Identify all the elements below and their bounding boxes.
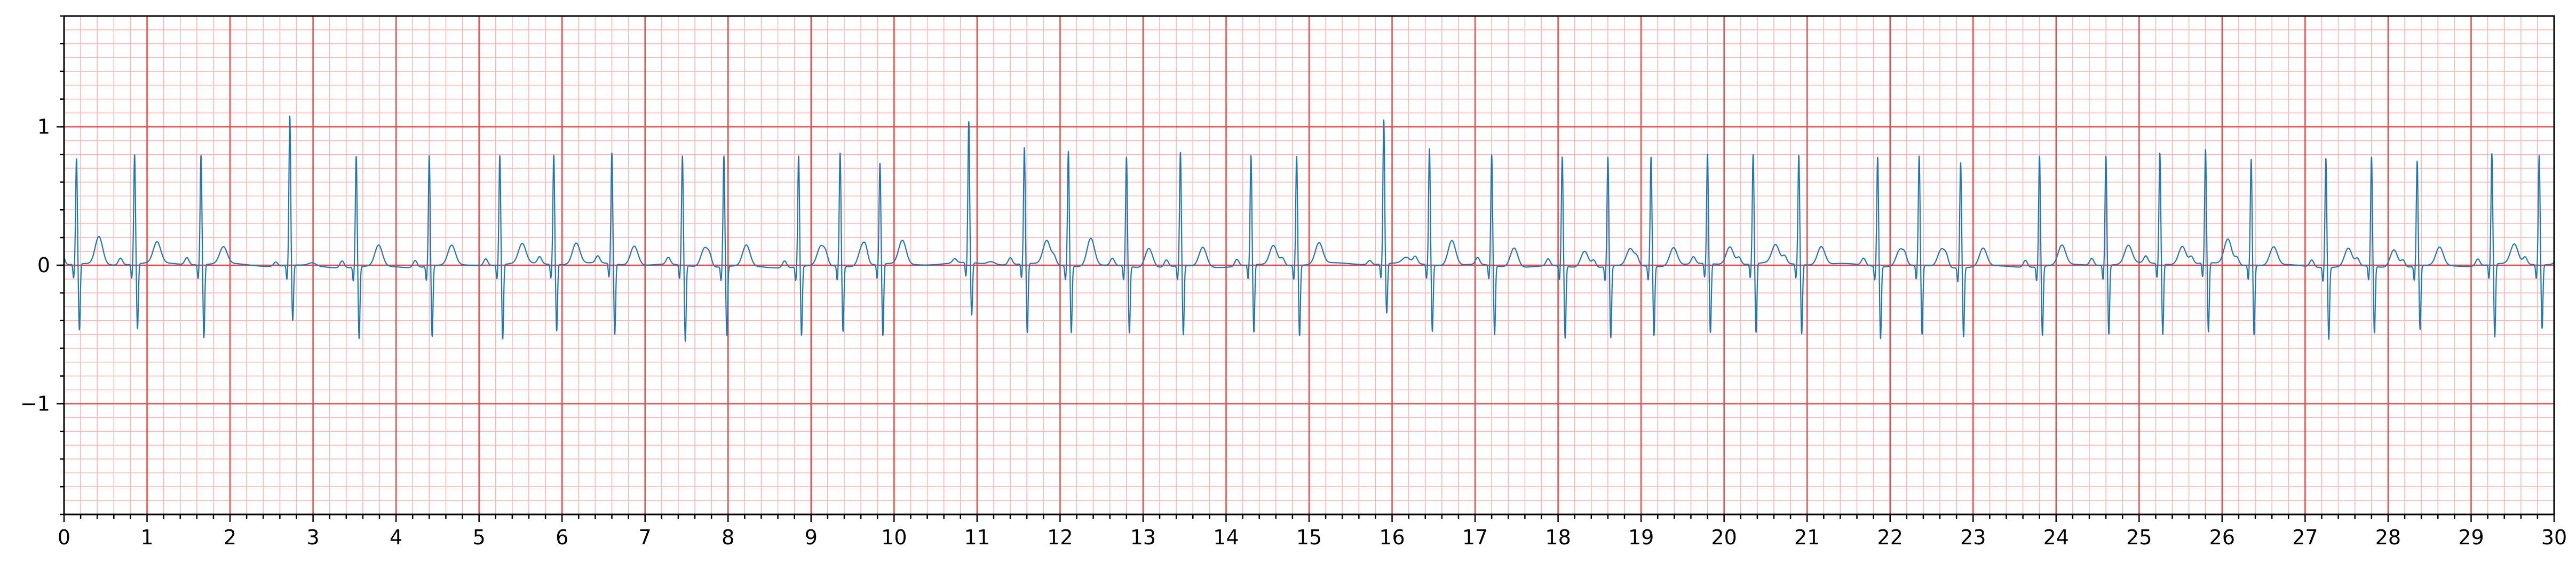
y-tick-label: 1 <box>37 115 50 139</box>
x-tick-label: 11 <box>964 526 990 549</box>
x-tick-label: 24 <box>2043 526 2069 549</box>
x-tick-label: 30 <box>2541 526 2567 549</box>
y-axis: 1 0 −1 <box>20 15 64 516</box>
x-tick-label: 17 <box>1462 526 1488 549</box>
x-tick-label: 18 <box>1545 526 1571 549</box>
x-tick-label: 6 <box>556 526 568 549</box>
x-tick-label: 1 <box>140 526 153 549</box>
x-tick-label: 23 <box>1960 526 1986 549</box>
x-tick-label: 3 <box>307 526 320 549</box>
ecg-trace <box>63 115 2555 342</box>
x-tick-label: 4 <box>390 526 402 549</box>
x-axis: 0 1 2 3 4 5 6 7 8 9 10 11 12 13 14 15 16 17 18 19 20 21 22 23 24… <box>58 514 2567 549</box>
x-tick-label: 28 <box>2375 526 2401 549</box>
x-tick-label: 22 <box>1877 526 1903 549</box>
x-tick-label: 9 <box>805 526 818 549</box>
x-tick-label: 26 <box>2209 526 2235 549</box>
x-tick-label: 21 <box>1794 526 1820 549</box>
x-tick-label: 27 <box>2292 526 2318 549</box>
x-tick-label: 25 <box>2126 526 2152 549</box>
x-tick-label: 10 <box>881 526 907 549</box>
y-tick-label: −1 <box>20 392 50 415</box>
y-tick-label: 0 <box>37 253 50 277</box>
x-tick-label: 14 <box>1213 526 1239 549</box>
x-tick-label: 15 <box>1296 526 1322 549</box>
x-tick-label: 7 <box>639 526 652 549</box>
x-tick-label: 0 <box>58 526 70 549</box>
x-tick-label: 29 <box>2458 526 2484 549</box>
x-tick-label: 2 <box>224 526 236 549</box>
x-tick-label: 12 <box>1047 526 1073 549</box>
x-tick-label: 19 <box>1628 526 1654 549</box>
x-tick-label: 20 <box>1711 526 1737 549</box>
x-tick-label: 16 <box>1379 526 1405 549</box>
x-tick-label: 8 <box>722 526 734 549</box>
ecg-signal-line <box>63 115 2555 342</box>
x-tick-label: 13 <box>1130 526 1156 549</box>
x-tick-label: 5 <box>473 526 486 549</box>
